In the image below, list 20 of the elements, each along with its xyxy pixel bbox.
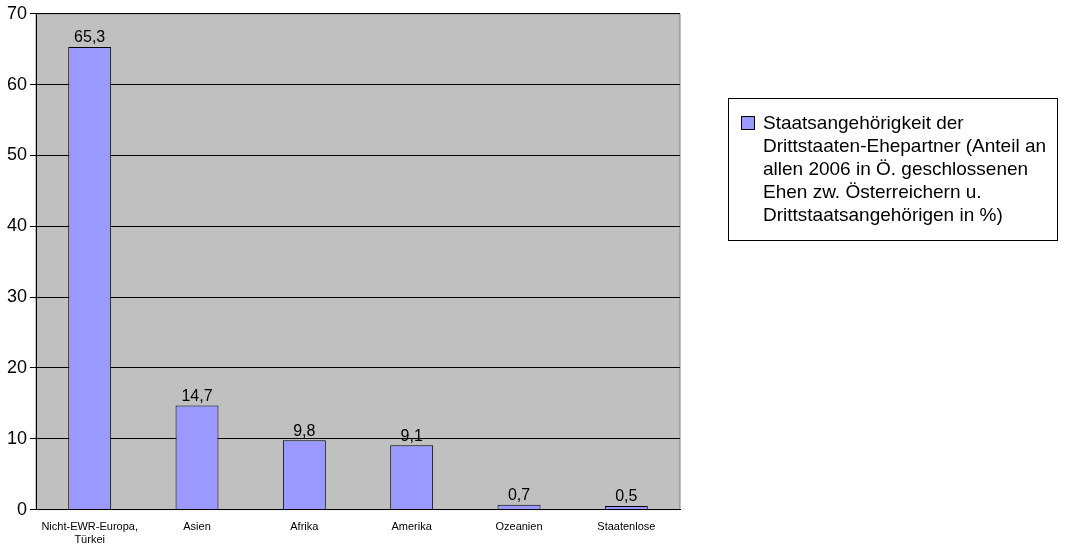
data-label: 65,3 [74, 28, 106, 46]
y-tick-label: 0 [17, 498, 28, 519]
data-label: 14,7 [181, 386, 213, 404]
data-label: 0,7 [507, 486, 531, 504]
data-label: 0,5 [615, 487, 638, 505]
y-tick-label: 40 [6, 215, 28, 236]
x-tick-label: Afrika [290, 520, 320, 533]
y-tick-label: 60 [6, 73, 28, 94]
x-tick-label: Staatenlose [597, 520, 656, 533]
y-tick-label: 20 [6, 356, 28, 377]
x-tick-label: Ozeanien [495, 520, 543, 533]
y-tick-label: 30 [6, 286, 28, 307]
y-tick-label: 10 [6, 427, 28, 448]
data-label: 9,8 [293, 421, 316, 439]
y-tick-label: 50 [6, 144, 28, 165]
y-tick-label: 70 [6, 2, 28, 23]
x-tick-label: Asien [183, 520, 211, 533]
legend-label: Staatsangehörigkeit der Drittstaaten-Ehepartner (Anteil an allen 2006 in Ö. geschlossenen Ehen zw. Österreichern u. Drittstaatsangehörigen in %) [763, 111, 1047, 226]
x-tick-label: Amerika [391, 520, 433, 533]
x-tick-label: Nicht-EWR-Europa, Türkei [41, 520, 138, 546]
